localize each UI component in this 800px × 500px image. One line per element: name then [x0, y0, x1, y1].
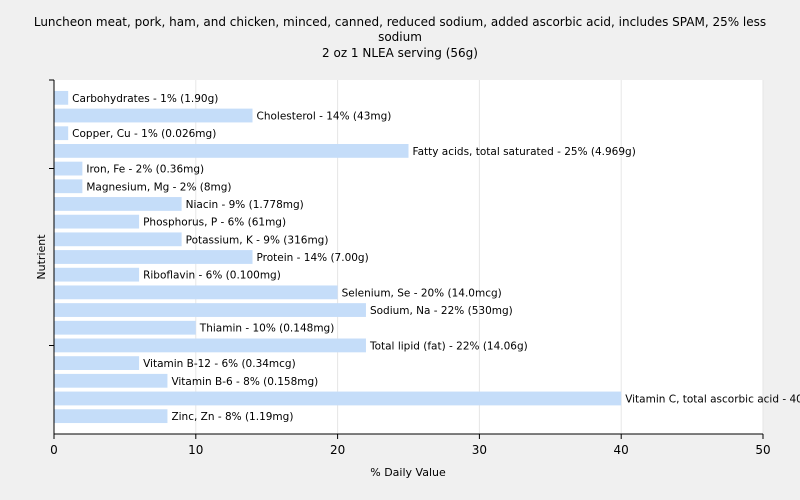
bar-label-4: Iron, Fe - 2% (0.36mg): [86, 164, 204, 176]
bar-18: [54, 409, 168, 424]
bar-4: [54, 161, 83, 176]
bar-label-18: Zinc, Zn - 8% (1.19mg): [171, 411, 293, 423]
bar-label-14: Total lipid (fat) - 22% (14.06g): [369, 340, 528, 352]
x-axis-title: % Daily Value: [370, 466, 446, 479]
bar-12: [54, 303, 366, 317]
bar-label-13: Thiamin - 10% (0.148mg): [199, 323, 335, 335]
bar-label-6: Niacin - 9% (1.778mg): [186, 199, 304, 211]
chart-title-line-1: Luncheon meat, pork, ham, and chicken, m…: [34, 15, 766, 29]
x-tick-label-40: 40: [614, 443, 629, 457]
x-tick-label-20: 20: [330, 443, 345, 457]
bar-13: [54, 320, 196, 335]
chart-title: Luncheon meat, pork, ham, and chicken, m…: [34, 15, 766, 60]
bars-group: Carbohydrates - 1% (1.90g) Cholesterol - …: [54, 90, 800, 424]
bar-label-10: Riboflavin - 6% (0.100mg): [143, 270, 281, 282]
grid-lines: [195, 80, 764, 434]
bar-label-8: Potassium, K - 9% (316mg): [186, 234, 329, 246]
bar-15: [54, 356, 140, 371]
bar-5: [54, 179, 83, 194]
x-tick-label-0: 0: [50, 443, 58, 457]
bar-label-9: Protein - 14% (7.00g): [257, 252, 369, 264]
bar-7: [54, 214, 140, 229]
bar-label-1: Cholesterol - 14% (43mg): [257, 111, 392, 123]
bar-10: [54, 267, 140, 282]
bar-label-7: Phosphorus, P - 6% (61mg): [143, 217, 286, 229]
bar-label-2: Copper, Cu - 1% (0.026mg): [72, 128, 216, 140]
chart-title-line-3: 2 oz 1 NLEA serving (56g): [322, 46, 478, 60]
x-tick-label-50: 50: [755, 443, 770, 457]
bar-14: [54, 338, 366, 353]
bar-1: [54, 108, 253, 123]
bar-2: [54, 126, 69, 141]
bar-label-3: Fatty acids, total saturated - 25% (4.96…: [413, 146, 636, 158]
bar-11: [54, 285, 338, 300]
bar-label-17: Vitamin C, total ascorbic acid - 40% (24…: [625, 393, 800, 405]
bar-9: [54, 250, 253, 264]
bar-3: [54, 143, 409, 158]
x-tick-label-30: 30: [472, 443, 487, 457]
x-tick-label-10: 10: [188, 443, 203, 457]
bar-label-16: Vitamin B-6 - 8% (0.158mg): [171, 376, 318, 388]
bar-label-0: Carbohydrates - 1% (1.90g): [72, 93, 218, 105]
chart-title-line-2: sodium: [378, 30, 422, 44]
bar-label-11: Selenium, Se - 20% (14.0mcg): [342, 287, 502, 299]
bar-8: [54, 232, 182, 247]
y-axis-title: Nutrient: [35, 234, 48, 280]
bar-0: [54, 90, 69, 105]
bar-label-5: Magnesium, Mg - 2% (8mg): [86, 181, 231, 193]
bar-16: [54, 373, 168, 388]
bar-label-15: Vitamin B-12 - 6% (0.34mcg): [143, 358, 296, 370]
bar-17: [54, 391, 622, 406]
axes-group: 0 10 20 30 40 50: [49, 79, 771, 457]
bar-6: [54, 197, 182, 211]
bar-label-12: Sodium, Na - 22% (530mg): [370, 305, 513, 317]
